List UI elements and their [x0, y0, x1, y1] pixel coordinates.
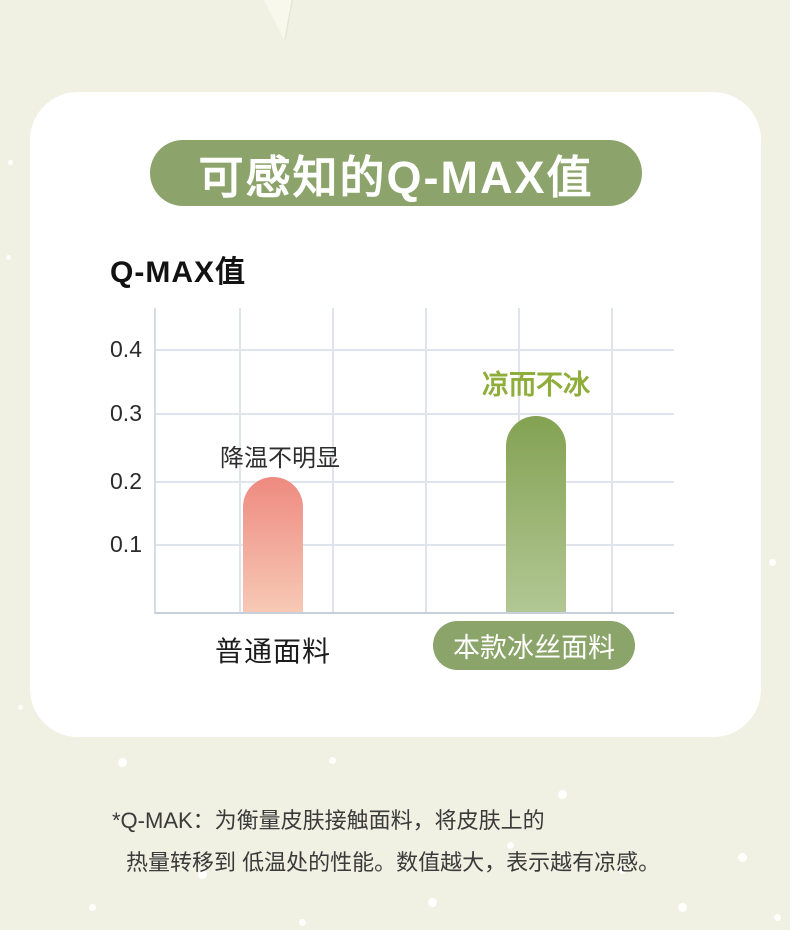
- gridline-0-4: [156, 349, 674, 351]
- footnote: *Q-MAK：为衡量皮肤接触面料，将皮肤上的 热量转移到 低温处的性能。数值越大…: [112, 800, 732, 884]
- vertical-gridline: [332, 308, 334, 612]
- annotation-ice-silk-fabric: 凉而不冰: [482, 370, 590, 400]
- annotation-ordinary-fabric: 降温不明显: [220, 445, 340, 472]
- bar-ice-silk-fabric: [506, 416, 566, 612]
- chart-title: Q-MAX值: [110, 256, 246, 289]
- footnote-line-1: *Q-MAK：为衡量皮肤接触面料，将皮肤上的: [112, 808, 545, 833]
- y-axis-tick-0-4: 0.4: [110, 336, 142, 362]
- vertical-gridline: [425, 308, 427, 612]
- snow-speckles-decoration: [8, 160, 13, 165]
- x-axis-label-ice-silk-text: 本款冰丝面料: [453, 633, 615, 663]
- x-axis-label-ordinary-fabric: 普通面料: [214, 636, 331, 667]
- y-axis-tick-0-2: 0.2: [110, 468, 142, 494]
- y-axis-tick-0-1: 0.1: [110, 531, 142, 557]
- title-badge: 可感知的Q-MAX值: [150, 140, 642, 206]
- footnote-line-2: 热量转移到 低温处的性能。数值越大，表示越有凉感。: [126, 850, 661, 875]
- vertical-gridline: [611, 308, 613, 612]
- x-axis-label-ice-silk-pill: 本款冰丝面料: [433, 621, 635, 670]
- y-axis-tick-0-3: 0.3: [110, 400, 142, 426]
- gridline-0-2: [156, 481, 674, 483]
- gridline-0-3: [156, 413, 674, 415]
- title-badge-text: 可感知的Q-MAX值: [198, 151, 594, 203]
- vertical-gridline: [239, 308, 241, 612]
- decorative-triangle: [262, 0, 298, 42]
- bar-ordinary-fabric: [243, 477, 303, 612]
- gridline-0-1: [156, 544, 674, 546]
